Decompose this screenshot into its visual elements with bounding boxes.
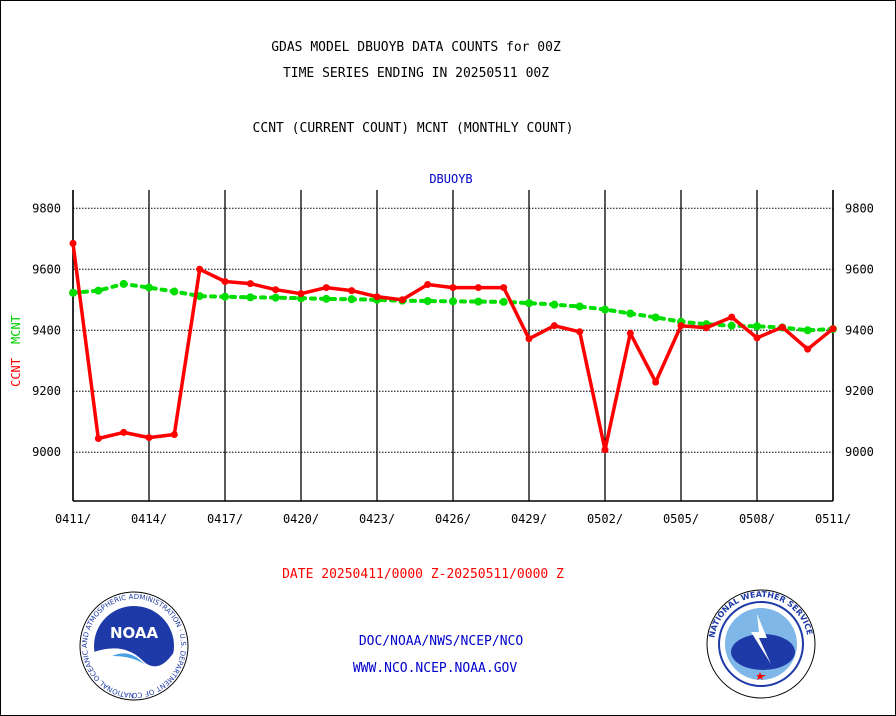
- ccnt-point: [550, 322, 558, 330]
- y-tick-label-right: 9000: [845, 445, 874, 459]
- ccnt-point: [525, 335, 533, 343]
- ccnt-point: [449, 284, 457, 292]
- noaa-logo-text: NOAA: [110, 624, 159, 642]
- mcnt-point: [347, 295, 356, 304]
- mcnt-point: [575, 302, 584, 311]
- ccnt-point: [196, 265, 204, 273]
- x-tick-label: 0420/: [283, 512, 319, 526]
- ccnt-point: [170, 431, 178, 439]
- ccnt-point: [246, 280, 254, 288]
- ccnt-point: [69, 239, 77, 247]
- x-tick-label: 0426/: [435, 512, 471, 526]
- mcnt-point: [423, 296, 432, 305]
- mcnt-point: [449, 297, 457, 306]
- ccnt-point: [272, 286, 280, 294]
- mcnt-point: [322, 294, 331, 303]
- mcnt-point: [601, 305, 609, 314]
- mcnt-point: [94, 286, 103, 295]
- mcnt-point: [651, 313, 660, 322]
- mcnt-point: [119, 279, 128, 288]
- mcnt-point: [221, 292, 229, 301]
- mcnt-point: [69, 288, 77, 297]
- mcnt-point: [803, 326, 812, 335]
- mcnt-point: [246, 293, 255, 302]
- ccnt-point: [500, 284, 508, 292]
- nws-logo: NATIONAL WEATHER SERVICE: [706, 589, 816, 699]
- x-tick-label: 0417/: [207, 512, 243, 526]
- mcnt-point: [727, 321, 736, 330]
- x-tick-label: 0429/: [511, 512, 547, 526]
- mcnt-point: [195, 292, 204, 301]
- mcnt-point: [271, 293, 280, 302]
- ccnt-point: [652, 378, 660, 386]
- ccnt-point: [424, 281, 432, 289]
- x-tick-label: 0511/: [815, 512, 851, 526]
- ccnt-point: [398, 296, 406, 304]
- org-line: DOC/NOAA/NWS/NCEP/NCO: [359, 634, 524, 649]
- plot-label: DBUOYB: [429, 172, 472, 186]
- y-tick-label-right: 9600: [845, 262, 874, 276]
- ccnt-point: [474, 284, 482, 292]
- y-tick-label-left: 9800: [32, 201, 61, 215]
- ccnt-point: [145, 434, 153, 442]
- x-tick-label: 0502/: [587, 512, 623, 526]
- ccnt-point: [120, 428, 128, 436]
- mcnt-point: [474, 297, 483, 306]
- noaa-logo: NOAA NATIONAL OCEANIC AND ATMOSPHERIC AD…: [79, 591, 189, 701]
- series-layer: [69, 239, 837, 454]
- ccnt-point: [626, 329, 634, 337]
- date-range-label: DATE 20250411/0000 Z-20250511/0000 Z: [282, 567, 564, 582]
- ccnt-point: [576, 328, 584, 336]
- ccnt-point: [702, 324, 710, 332]
- y-label-mcnt: MCNT: [9, 315, 23, 344]
- mcnt-point: [145, 283, 153, 292]
- ccnt-point: [804, 345, 812, 353]
- mcnt-point: [499, 297, 508, 306]
- y-tick-label-right: 9400: [845, 323, 874, 337]
- mcnt-point: [170, 287, 179, 296]
- y-tick-label-left: 9400: [32, 323, 61, 337]
- ccnt-point: [221, 277, 229, 285]
- title-line-1: GDAS MODEL DBUOYB DATA COUNTS for 00Z: [271, 40, 561, 55]
- mcnt-point: [525, 299, 533, 308]
- y-label-ccnt: CCNT: [9, 358, 23, 387]
- y-tick-label-left: 9200: [32, 384, 61, 398]
- mcnt-point: [753, 322, 761, 331]
- ccnt-point: [728, 313, 736, 321]
- mcnt-point: [550, 300, 559, 309]
- chart-subtitle: CCNT (CURRENT COUNT) MCNT (MONTHLY COUNT…: [253, 121, 574, 136]
- ccnt-point: [94, 434, 102, 442]
- x-tick-label: 0508/: [739, 512, 775, 526]
- y-tick-label-right: 9800: [845, 201, 874, 215]
- grid-layer: [72, 190, 834, 501]
- y-tick-label-right: 9200: [845, 384, 874, 398]
- tick-label-layer: 0411/0414/0417/0420/0423/0426/0429/0502/…: [32, 201, 874, 526]
- ccnt-point: [753, 334, 761, 342]
- x-tick-label: 0411/: [55, 512, 91, 526]
- title-line-2: TIME SERIES ENDING IN 20250511 00Z: [283, 66, 549, 81]
- ccnt-point: [322, 284, 330, 292]
- x-tick-label: 0423/: [359, 512, 395, 526]
- ccnt-point: [348, 287, 356, 295]
- y-tick-label-left: 9600: [32, 262, 61, 276]
- ccnt-point: [778, 323, 786, 331]
- ccnt-point: [601, 446, 609, 454]
- mcnt-point: [626, 309, 635, 318]
- ccnt-point: [829, 325, 837, 333]
- ccnt-point: [297, 290, 305, 298]
- x-tick-label: 0505/: [663, 512, 699, 526]
- url-line: WWW.NCO.NCEP.NOAA.GOV: [353, 661, 518, 676]
- x-tick-label: 0414/: [131, 512, 167, 526]
- ccnt-point: [373, 293, 381, 301]
- ccnt-point: [677, 322, 685, 330]
- y-tick-label-left: 9000: [32, 445, 61, 459]
